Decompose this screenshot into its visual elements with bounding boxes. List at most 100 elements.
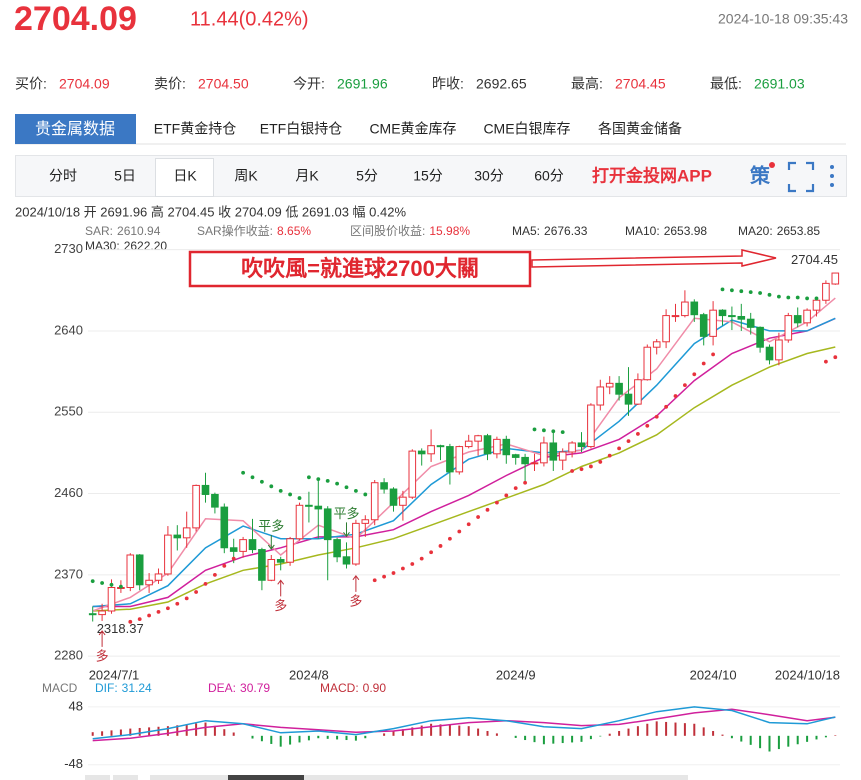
sar-dot <box>730 288 734 293</box>
period-tab[interactable]: 日K <box>173 168 197 184</box>
signal-label: 平多 <box>333 506 359 521</box>
ma-value: 2676.33 <box>544 224 588 238</box>
candle-body <box>558 451 567 461</box>
strategy-icon[interactable]: 策 <box>750 163 771 187</box>
ma-line <box>92 317 836 608</box>
tab[interactable]: CME白银库存 <box>483 121 570 137</box>
sar-dot <box>485 507 490 512</box>
candle-body <box>333 539 341 558</box>
period-tab[interactable]: 15分 <box>413 168 443 184</box>
period-tab[interactable]: 月K <box>295 168 319 184</box>
sar-dot <box>617 446 621 451</box>
macd-bar <box>834 735 837 736</box>
sar-dot <box>626 439 631 444</box>
period-tab[interactable]: 30分 <box>474 168 504 184</box>
macd-bar <box>223 729 226 736</box>
macd-bar <box>815 735 818 740</box>
period-tab[interactable]: 分时 <box>49 168 77 184</box>
tab[interactable]: ETF白银持仓 <box>260 121 342 137</box>
quote-value: 2692.65 <box>476 76 527 92</box>
sar-dot <box>419 556 424 561</box>
period-tab[interactable]: 周K <box>234 168 258 184</box>
dea-value: 30.79 <box>240 681 270 695</box>
macd-bar <box>430 723 433 736</box>
candle-body <box>812 299 821 311</box>
sar-dot <box>137 617 142 622</box>
y-tick-label: 2460 <box>54 485 83 500</box>
candle-body <box>314 505 323 510</box>
quote-label: 最高: <box>571 76 603 92</box>
candle-body <box>634 379 642 405</box>
sar-dot <box>335 481 339 486</box>
fullscreen-icon[interactable] <box>787 161 815 193</box>
callout-text: 吹吹風=就進球2700大關 <box>241 256 479 281</box>
macd-bar <box>345 735 348 741</box>
period-tab[interactable]: 5日 <box>114 168 136 184</box>
candle-body <box>568 442 576 453</box>
ma-line <box>92 346 836 612</box>
macd-bar <box>176 725 179 736</box>
macd-bar <box>467 726 470 736</box>
quote-label: 最低: <box>710 76 742 92</box>
candle-body <box>389 488 398 506</box>
tab[interactable]: 贵金属数据 <box>35 120 115 138</box>
macd-bar <box>730 735 733 739</box>
app-link[interactable]: 打开金投网APP <box>592 165 712 185</box>
macd-bar <box>251 735 254 739</box>
candle-body <box>521 456 529 465</box>
more-icon[interactable] <box>830 165 834 187</box>
sar-dot <box>739 289 744 294</box>
candle-body <box>88 613 97 616</box>
sar-dot <box>410 562 415 566</box>
tab[interactable]: ETF黄金持仓 <box>154 121 236 137</box>
sar-dot <box>767 292 772 297</box>
active-period-bg <box>155 158 214 197</box>
sar-dot <box>147 613 152 618</box>
candle-body <box>793 315 802 324</box>
sar-dot <box>119 584 123 589</box>
macd-bar <box>740 735 743 742</box>
ma-line <box>92 297 836 612</box>
period-tab[interactable]: 60分 <box>534 168 564 184</box>
macd-bar <box>420 725 423 736</box>
macd-bar <box>495 733 498 736</box>
candle-body <box>98 610 106 616</box>
ma-value: 2622.20 <box>124 239 168 253</box>
quote-value: 2704.09 <box>59 76 110 92</box>
sar-dot <box>109 582 114 587</box>
candle-body <box>154 573 163 581</box>
candle-body <box>699 314 708 337</box>
candle-body <box>690 301 699 316</box>
sar-dot <box>391 571 396 575</box>
period-tab[interactable]: 5分 <box>356 168 378 184</box>
candle-body <box>164 534 172 575</box>
macd-bar <box>336 735 339 740</box>
scroll-strip <box>85 775 688 780</box>
macd-bar <box>401 729 404 736</box>
signal-arrow <box>343 522 350 538</box>
macd-bar <box>777 735 780 750</box>
ma-value: 2653.98 <box>664 224 708 238</box>
sar-dot <box>354 488 358 493</box>
tab[interactable]: 各国黄金储备 <box>598 121 682 137</box>
dif-value: 31.24 <box>122 681 152 695</box>
macd-bar <box>364 735 367 739</box>
macd-bar <box>439 724 442 736</box>
sar-dot <box>692 372 697 377</box>
sar-dot <box>701 361 706 366</box>
candle-body <box>662 315 670 343</box>
periods: 分时 5日 日K 周K 月K 5分 15分 30分 60分 <box>49 168 564 184</box>
x-tick-label: 2024/7/1 <box>89 667 140 682</box>
ma-legend: MA10: 2653.98 <box>625 224 707 238</box>
macd-bar <box>101 731 104 736</box>
macd-bar <box>552 735 555 744</box>
macd-bar <box>618 730 621 736</box>
candle-body <box>803 309 811 324</box>
macd-bar <box>693 723 696 736</box>
tab[interactable]: CME黄金库存 <box>369 121 456 137</box>
sar-dot <box>100 581 104 585</box>
candle-body <box>530 462 539 465</box>
candle-body <box>605 382 614 388</box>
macd-name: MACD: <box>320 681 359 695</box>
ma-name: MA10: <box>625 224 660 238</box>
